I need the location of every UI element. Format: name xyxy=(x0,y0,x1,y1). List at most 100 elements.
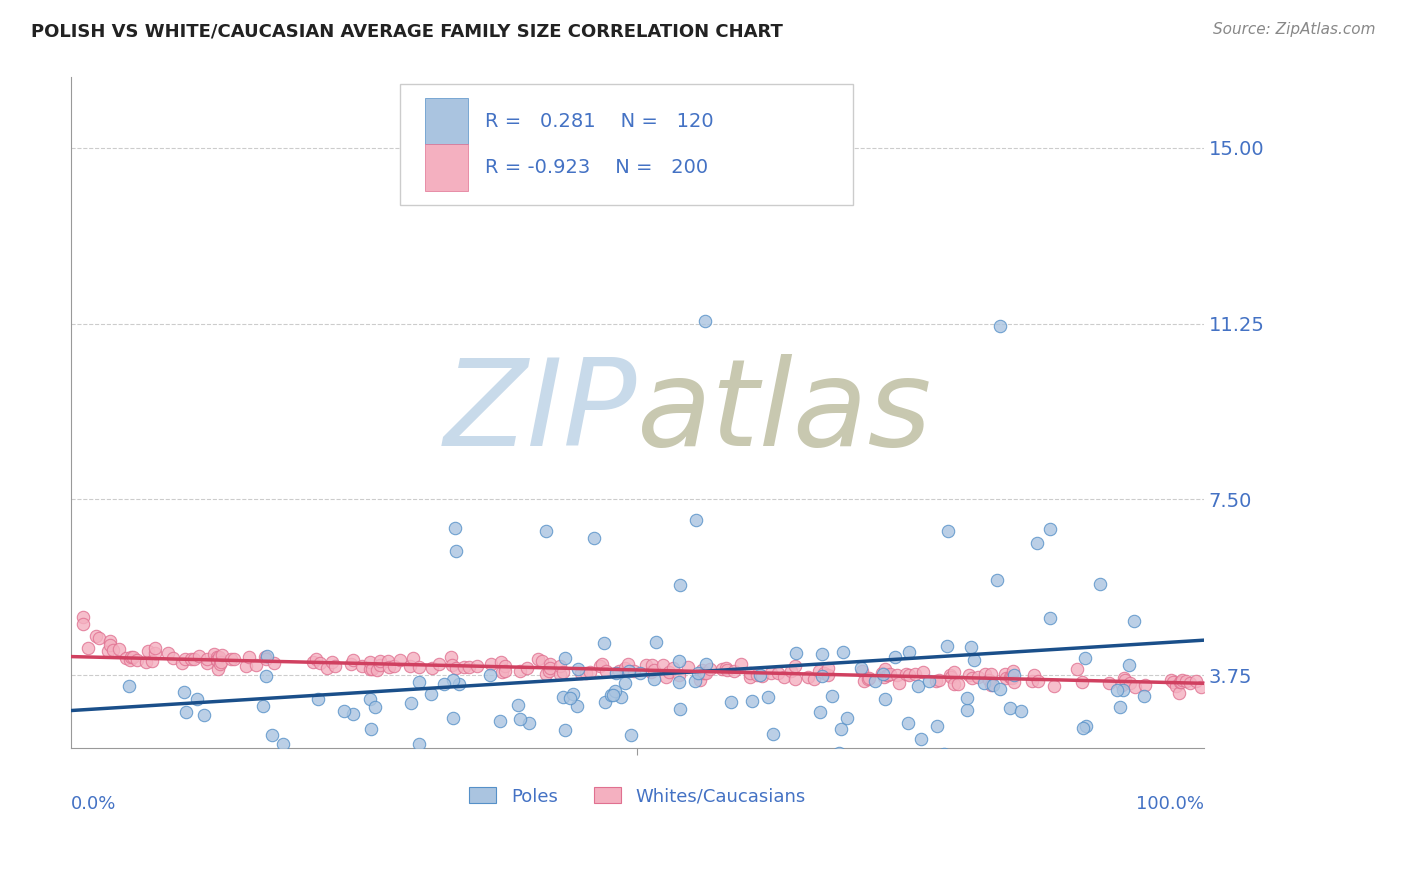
Point xyxy=(527,652,550,666)
Point xyxy=(748,667,770,681)
Point xyxy=(640,665,662,679)
Point xyxy=(1001,664,1024,678)
Point xyxy=(188,649,211,664)
Point xyxy=(444,521,467,535)
Point xyxy=(444,544,467,558)
Point xyxy=(124,750,146,764)
Point xyxy=(605,684,627,698)
Point xyxy=(162,650,184,665)
Point xyxy=(751,669,773,683)
Point xyxy=(173,684,195,698)
Point xyxy=(723,664,745,678)
Point xyxy=(661,661,683,675)
Point xyxy=(1010,705,1032,719)
Point xyxy=(489,655,512,669)
Point xyxy=(1160,673,1182,687)
Point xyxy=(643,672,665,686)
Point xyxy=(186,691,208,706)
Point xyxy=(316,661,339,675)
Point xyxy=(967,670,990,684)
Point xyxy=(72,616,94,631)
Point xyxy=(479,657,502,672)
Point xyxy=(912,665,935,679)
Point xyxy=(741,694,763,708)
Point xyxy=(368,658,391,673)
Point xyxy=(617,664,640,678)
Point xyxy=(143,641,166,656)
Point xyxy=(605,665,627,680)
Point xyxy=(910,731,932,746)
Point xyxy=(710,661,733,675)
Point xyxy=(537,665,560,679)
Point xyxy=(634,657,657,672)
Point xyxy=(994,667,1017,681)
Point xyxy=(361,663,384,677)
Point xyxy=(202,647,225,661)
Point xyxy=(614,675,637,690)
Point xyxy=(957,667,980,681)
Point xyxy=(301,655,323,669)
Point xyxy=(939,668,962,682)
Point xyxy=(550,659,572,673)
Point xyxy=(941,670,963,684)
Point xyxy=(548,667,571,681)
Point xyxy=(973,667,995,681)
Text: R = -0.923    N =   200: R = -0.923 N = 200 xyxy=(485,159,707,178)
Point xyxy=(254,652,277,666)
Point xyxy=(589,659,612,673)
Point xyxy=(1021,673,1043,688)
Point xyxy=(936,639,959,653)
Point xyxy=(716,661,738,675)
Point xyxy=(1074,650,1097,665)
Point xyxy=(688,665,710,680)
Point xyxy=(323,659,346,673)
Point xyxy=(1000,700,1022,714)
Point xyxy=(738,669,761,683)
Point xyxy=(1070,675,1092,690)
Point xyxy=(222,652,245,666)
Point xyxy=(1108,699,1130,714)
Point xyxy=(238,649,260,664)
Point xyxy=(730,657,752,672)
Point xyxy=(135,655,157,669)
Point xyxy=(695,657,717,672)
Point xyxy=(593,695,616,709)
Point xyxy=(607,664,630,678)
Point xyxy=(690,666,713,681)
Point xyxy=(695,666,717,681)
Point xyxy=(491,665,513,679)
Point xyxy=(399,696,422,710)
Point xyxy=(963,653,986,667)
Point xyxy=(98,638,121,652)
Point xyxy=(447,677,470,691)
Point xyxy=(837,711,859,725)
Point xyxy=(350,659,373,673)
Point xyxy=(1066,662,1088,676)
Point xyxy=(766,665,789,680)
Point xyxy=(245,658,267,673)
Point xyxy=(828,746,851,760)
Point xyxy=(932,747,955,762)
FancyBboxPatch shape xyxy=(425,145,468,192)
Point xyxy=(904,666,927,681)
Point xyxy=(465,658,488,673)
Point xyxy=(342,653,364,667)
Point xyxy=(856,672,879,686)
Point xyxy=(494,658,516,673)
Point xyxy=(1039,611,1062,625)
Point xyxy=(938,524,960,539)
Point xyxy=(832,645,855,659)
Point xyxy=(877,668,900,682)
Point xyxy=(1074,719,1097,733)
Point xyxy=(886,668,908,682)
Point xyxy=(643,663,665,677)
Point xyxy=(813,666,835,681)
Point xyxy=(252,699,274,714)
Point xyxy=(509,664,531,678)
Point xyxy=(1002,668,1025,682)
Point xyxy=(1071,721,1094,735)
Point xyxy=(628,665,651,680)
Point xyxy=(453,660,475,674)
Point xyxy=(883,649,905,664)
Point xyxy=(495,664,517,678)
